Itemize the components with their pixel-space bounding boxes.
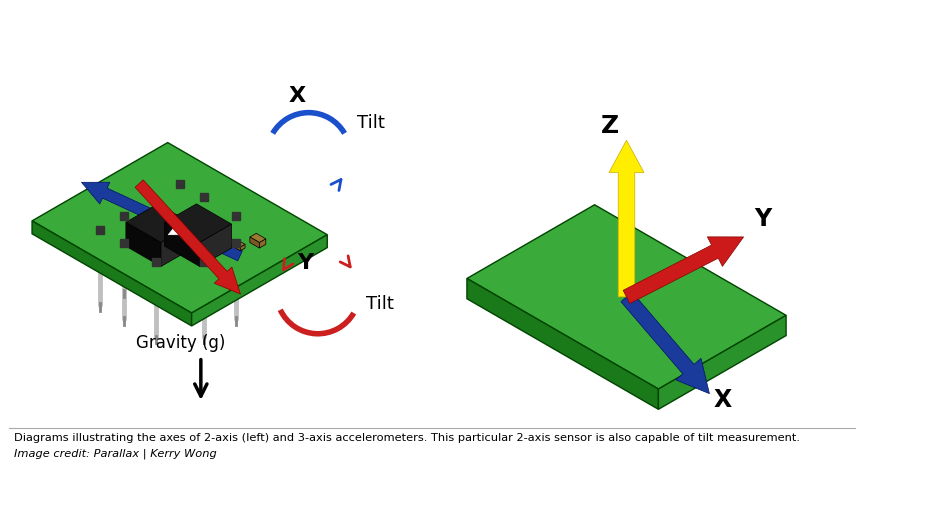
Polygon shape: [250, 237, 259, 248]
Text: Image credit: Parallax | Kerry Wong: Image credit: Parallax | Kerry Wong: [14, 448, 216, 459]
Polygon shape: [621, 292, 709, 394]
Polygon shape: [81, 182, 242, 261]
Polygon shape: [168, 226, 183, 234]
Text: Y: Y: [298, 253, 314, 273]
Polygon shape: [135, 180, 241, 294]
Polygon shape: [161, 224, 193, 266]
Polygon shape: [250, 233, 266, 243]
Text: X: X: [713, 388, 732, 412]
Polygon shape: [658, 315, 785, 410]
Polygon shape: [608, 140, 643, 297]
Polygon shape: [234, 243, 240, 251]
Text: Tilt: Tilt: [357, 114, 384, 132]
Text: Tilt: Tilt: [365, 295, 393, 313]
Polygon shape: [165, 222, 199, 266]
Polygon shape: [165, 204, 231, 243]
Polygon shape: [32, 221, 192, 326]
Text: Diagrams illustrating the axes of 2-axis (left) and 3-axis accelerometers. This : Diagrams illustrating the axes of 2-axis…: [14, 432, 799, 443]
Polygon shape: [125, 222, 161, 266]
Polygon shape: [199, 224, 231, 266]
Polygon shape: [259, 239, 266, 248]
Polygon shape: [622, 237, 743, 303]
Polygon shape: [466, 278, 658, 410]
Polygon shape: [234, 241, 245, 247]
Polygon shape: [32, 143, 327, 313]
Text: X: X: [288, 85, 305, 106]
Text: Z: Z: [600, 114, 619, 138]
Polygon shape: [466, 205, 785, 389]
Text: Gravity (g): Gravity (g): [137, 333, 226, 352]
Polygon shape: [240, 244, 245, 251]
Polygon shape: [125, 204, 193, 243]
Text: Y: Y: [753, 207, 771, 231]
Polygon shape: [192, 234, 327, 326]
